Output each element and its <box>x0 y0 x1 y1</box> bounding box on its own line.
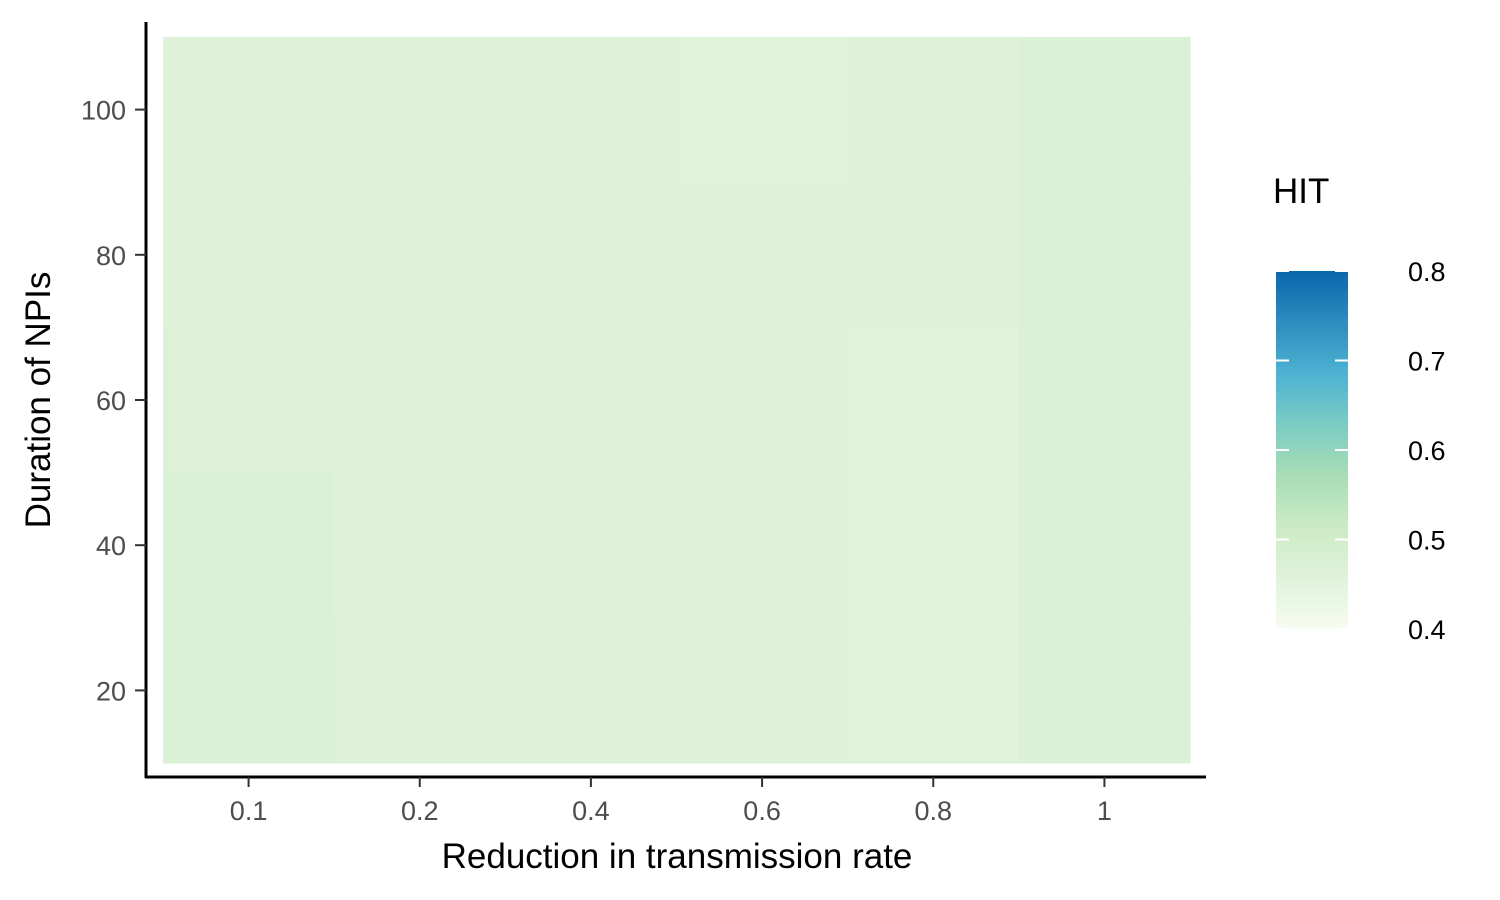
heatmap-cell <box>505 617 678 764</box>
heatmap-cell <box>1018 37 1191 183</box>
legend-title: HIT <box>1273 172 1329 211</box>
heatmap-cell <box>847 327 1020 474</box>
y-axis-title: Duration of NPIs <box>19 272 58 529</box>
heatmap-cell <box>847 617 1020 764</box>
heatmap-cell <box>334 617 506 764</box>
heatmap-cell <box>163 327 335 474</box>
heatmap-cell <box>163 617 335 764</box>
heatmap-cell <box>1018 327 1191 474</box>
y-tick-label: 60 <box>96 386 126 416</box>
heatmap-cell <box>505 472 678 619</box>
x-tick-label: 0.8 <box>914 796 952 826</box>
heatmap-cell <box>847 182 1020 328</box>
x-tick-label: 1 <box>1097 796 1112 826</box>
x-axis-ticks: 0.1 0.2 0.4 0.6 0.8 1 <box>230 777 1112 826</box>
heatmap-cell <box>1018 472 1191 619</box>
legend-label: 0.4 <box>1408 615 1446 645</box>
heatmap-cells <box>163 37 1191 764</box>
heatmap-cell <box>676 37 849 183</box>
x-tick-label: 0.4 <box>572 796 610 826</box>
color-legend: HIT 0.8 0.7 0.6 0.5 0.4 <box>1273 172 1446 645</box>
legend-label: 0.6 <box>1408 436 1446 466</box>
legend-label: 0.7 <box>1408 347 1446 377</box>
heatmap-cell <box>334 37 506 183</box>
x-axis-title: Reduction in transmission rate <box>442 837 913 876</box>
heatmap-cell <box>847 472 1020 619</box>
legend-label: 0.5 <box>1408 526 1446 556</box>
heatmap-cell <box>676 327 849 474</box>
x-tick-label: 0.6 <box>743 796 781 826</box>
heatmap-cell <box>1018 617 1191 764</box>
heatmap-cell <box>676 472 849 619</box>
legend-ticks: 0.8 0.7 0.6 0.5 0.4 <box>1276 257 1446 645</box>
heatmap-cell <box>505 182 678 328</box>
heatmap-cell <box>334 182 506 328</box>
y-tick-label: 80 <box>96 241 126 271</box>
heatmap-cell <box>163 182 335 328</box>
y-tick-label: 100 <box>81 96 126 126</box>
y-tick-label: 20 <box>96 676 126 706</box>
heatmap-cell <box>505 37 678 183</box>
heatmap-cell <box>847 37 1020 183</box>
heatmap-cell <box>505 327 678 474</box>
heatmap-cell <box>163 37 335 183</box>
heatmap-cell <box>676 617 849 764</box>
heatmap-cell <box>334 327 506 474</box>
y-tick-label: 40 <box>96 531 126 561</box>
x-tick-label: 0.2 <box>401 796 439 826</box>
legend-label: 0.8 <box>1408 257 1446 287</box>
x-tick-label: 0.1 <box>230 796 268 826</box>
heatmap-cell <box>1018 182 1191 328</box>
heatmap-cell <box>334 472 506 619</box>
y-axis-ticks: 20 40 60 80 100 <box>81 96 146 706</box>
heatmap-cell <box>676 182 849 328</box>
heatmap-cell <box>163 472 335 619</box>
